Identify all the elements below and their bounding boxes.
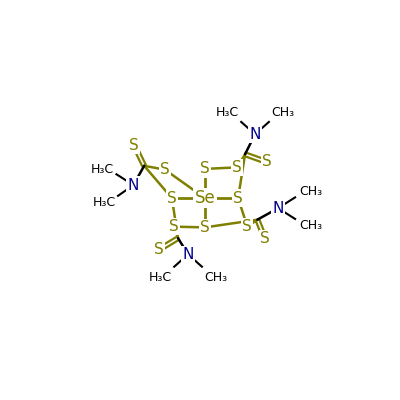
Text: N: N: [128, 178, 139, 192]
Text: S: S: [233, 191, 243, 206]
Text: S: S: [169, 219, 179, 234]
Text: S: S: [260, 232, 270, 246]
Text: S: S: [200, 161, 210, 176]
Text: CH₃: CH₃: [204, 271, 227, 284]
Text: H₃C: H₃C: [149, 271, 172, 284]
Text: H₃C: H₃C: [216, 106, 239, 119]
Text: H₃C: H₃C: [92, 196, 116, 208]
Text: N: N: [249, 127, 261, 142]
Text: CH₃: CH₃: [299, 185, 322, 198]
Text: S: S: [232, 160, 242, 175]
Text: H₃C: H₃C: [91, 163, 114, 176]
Text: N: N: [182, 247, 194, 262]
Text: CH₃: CH₃: [271, 106, 294, 119]
Text: S: S: [167, 191, 177, 206]
Text: S: S: [154, 242, 164, 257]
Text: S: S: [200, 220, 210, 235]
Text: Se: Se: [195, 189, 215, 207]
Text: S: S: [262, 154, 272, 170]
Text: S: S: [160, 162, 170, 177]
Text: S: S: [129, 138, 139, 152]
Text: N: N: [272, 201, 284, 216]
Text: S: S: [242, 219, 252, 234]
Text: CH₃: CH₃: [299, 218, 322, 232]
